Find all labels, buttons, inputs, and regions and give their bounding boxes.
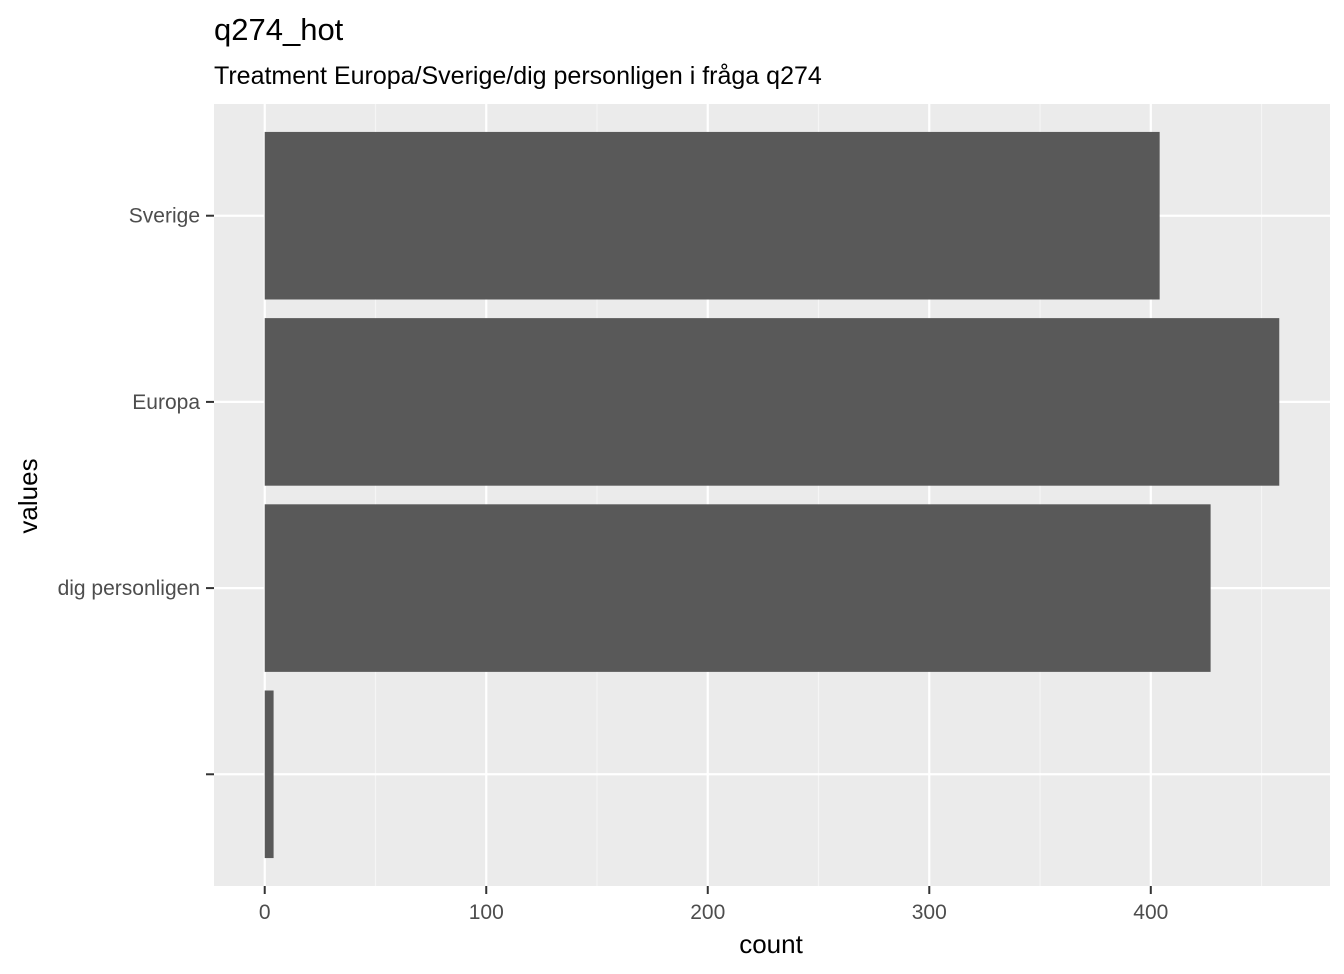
bar (264, 690, 274, 859)
y-axis: Sverige Europa dig personligen (58, 205, 214, 776)
bar (264, 318, 1280, 486)
x-axis-title: count (739, 929, 803, 959)
chart-subtitle: Treatment Europa/Sverige/dig personligen… (214, 62, 822, 90)
x-tick-label: 100 (469, 901, 504, 924)
bar (264, 504, 1211, 672)
y-tick-label: Europa (132, 391, 200, 414)
x-tick-label: 200 (690, 901, 725, 924)
x-tick-label: 400 (1133, 901, 1168, 924)
chart-title: q274_hot (214, 12, 344, 47)
x-tick-label: 0 (259, 901, 271, 924)
bar (264, 131, 1160, 300)
x-tick-label: 300 (912, 901, 947, 924)
y-axis-title: values (13, 458, 43, 533)
y-tick-label: Sverige (129, 205, 200, 228)
y-tick-label: dig personligen (58, 577, 200, 600)
bars (264, 131, 1280, 859)
x-axis: 0 100 200 300 400 (259, 886, 1168, 924)
